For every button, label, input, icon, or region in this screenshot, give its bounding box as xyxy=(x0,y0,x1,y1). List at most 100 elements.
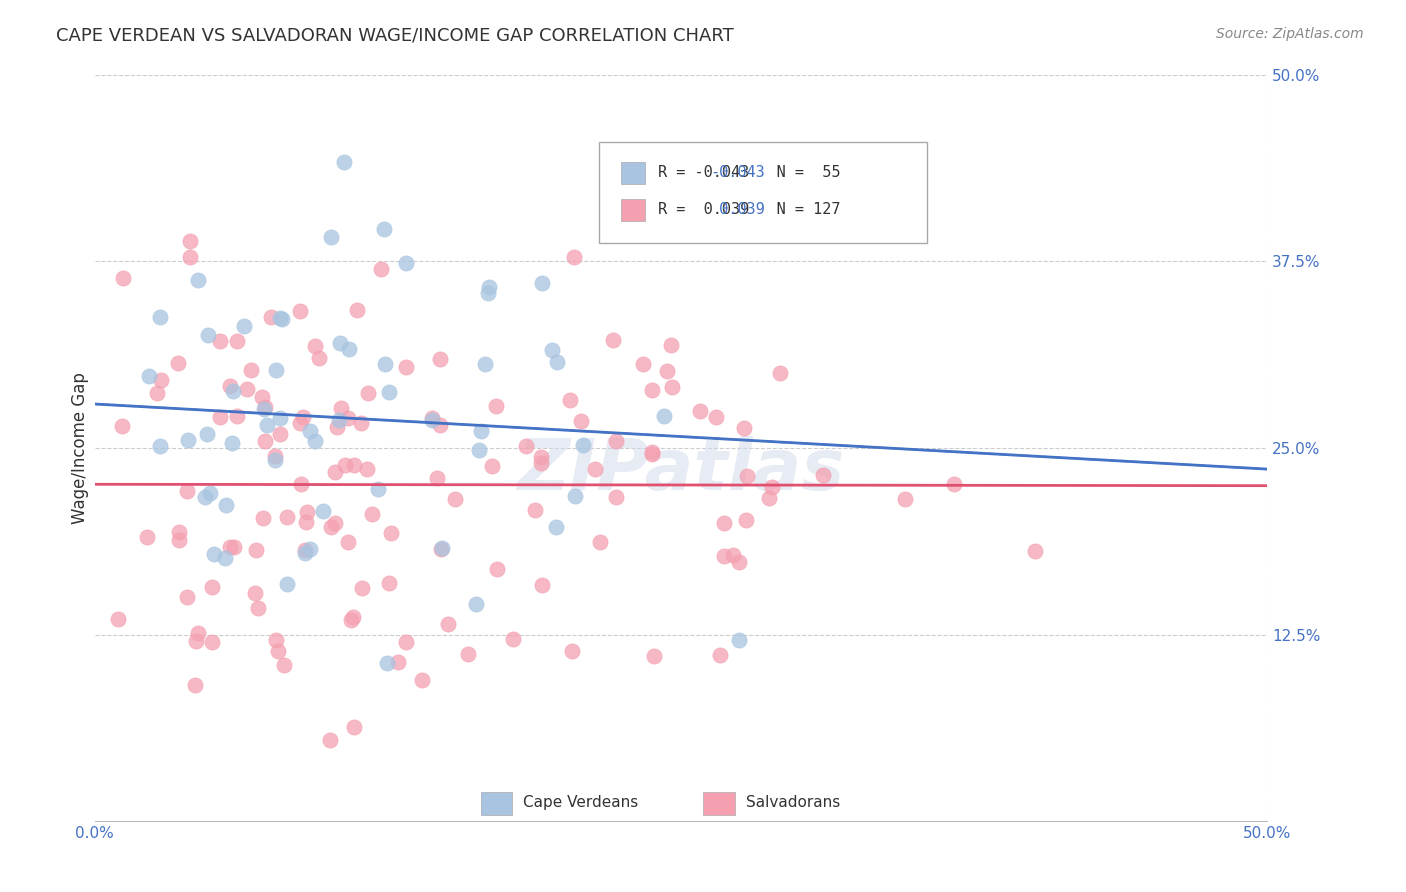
Salvadorans xyxy=(706,409,728,424)
Cape Verdeans xyxy=(541,343,564,358)
Salvadorans xyxy=(319,732,342,747)
Cape Verdeans xyxy=(395,256,418,270)
Salvadorans xyxy=(176,590,198,604)
Salvadorans xyxy=(734,513,756,527)
Salvadorans xyxy=(605,434,627,448)
Salvadorans xyxy=(387,655,409,669)
Cape Verdeans xyxy=(420,413,443,427)
Salvadorans xyxy=(246,600,269,615)
Cape Verdeans xyxy=(337,342,360,356)
Salvadorans xyxy=(758,491,780,505)
Salvadorans xyxy=(335,458,357,473)
Salvadorans xyxy=(294,542,316,557)
Salvadorans xyxy=(135,530,157,544)
Salvadorans xyxy=(429,418,451,433)
Cape Verdeans xyxy=(214,551,236,566)
Salvadorans xyxy=(319,520,342,534)
Salvadorans xyxy=(689,404,711,418)
Cape Verdeans xyxy=(571,437,593,451)
Cape Verdeans xyxy=(177,433,200,447)
Salvadorans xyxy=(167,356,190,370)
Cape Verdeans xyxy=(470,424,492,438)
Salvadorans xyxy=(583,462,606,476)
Salvadorans xyxy=(602,333,624,347)
Salvadorans xyxy=(225,334,247,349)
Cape Verdeans xyxy=(253,401,276,416)
Salvadorans xyxy=(768,366,790,380)
Cape Verdeans xyxy=(467,443,489,458)
FancyBboxPatch shape xyxy=(621,199,645,221)
Salvadorans xyxy=(263,449,285,463)
Salvadorans xyxy=(737,469,759,483)
Salvadorans xyxy=(179,234,201,248)
Cape Verdeans xyxy=(478,280,501,294)
Salvadorans xyxy=(337,535,360,549)
Cape Verdeans xyxy=(430,541,453,555)
Salvadorans xyxy=(641,383,664,397)
Salvadorans xyxy=(273,658,295,673)
Text: 0.039: 0.039 xyxy=(710,202,765,218)
Salvadorans xyxy=(243,586,266,600)
Salvadorans xyxy=(111,419,134,434)
Salvadorans xyxy=(378,576,401,591)
Salvadorans xyxy=(426,471,449,485)
Y-axis label: Wage/Income Gap: Wage/Income Gap xyxy=(72,372,89,524)
Cape Verdeans xyxy=(464,597,486,611)
Salvadorans xyxy=(380,525,402,540)
Salvadorans xyxy=(179,251,201,265)
Salvadorans xyxy=(225,409,247,423)
Salvadorans xyxy=(721,548,744,562)
FancyBboxPatch shape xyxy=(599,142,928,243)
Salvadorans xyxy=(524,503,547,517)
Salvadorans xyxy=(361,507,384,521)
Salvadorans xyxy=(184,634,207,648)
Cape Verdeans xyxy=(269,411,291,425)
Salvadorans xyxy=(485,562,508,576)
Salvadorans xyxy=(150,373,173,387)
Salvadorans xyxy=(187,625,209,640)
Salvadorans xyxy=(420,410,443,425)
Text: Source: ZipAtlas.com: Source: ZipAtlas.com xyxy=(1216,27,1364,41)
Cape Verdeans xyxy=(378,384,401,399)
Salvadorans xyxy=(253,434,276,448)
Cape Verdeans xyxy=(187,273,209,287)
Cape Verdeans xyxy=(256,418,278,433)
Salvadorans xyxy=(659,337,682,351)
Salvadorans xyxy=(356,386,378,401)
Cape Verdeans xyxy=(271,312,294,326)
Salvadorans xyxy=(254,400,277,414)
Cape Verdeans xyxy=(311,504,333,518)
Salvadorans xyxy=(308,351,330,365)
Salvadorans xyxy=(260,310,283,324)
Salvadorans xyxy=(733,421,755,435)
Salvadorans xyxy=(294,515,316,529)
Salvadorans xyxy=(267,644,290,658)
Cape Verdeans xyxy=(564,489,586,503)
Salvadorans xyxy=(323,516,346,531)
Salvadorans xyxy=(643,649,665,664)
Cape Verdeans xyxy=(198,485,221,500)
Salvadorans xyxy=(429,541,451,556)
Salvadorans xyxy=(336,411,359,425)
Cape Verdeans xyxy=(264,363,287,377)
Salvadorans xyxy=(655,364,678,378)
Salvadorans xyxy=(411,673,433,687)
Salvadorans xyxy=(485,399,508,413)
Salvadorans xyxy=(346,302,368,317)
Salvadorans xyxy=(330,401,353,416)
Salvadorans xyxy=(288,416,311,430)
Salvadorans xyxy=(631,357,654,371)
Text: Salvadorans: Salvadorans xyxy=(745,796,839,810)
Salvadorans xyxy=(112,270,135,285)
Salvadorans xyxy=(235,382,257,396)
Salvadorans xyxy=(326,420,349,434)
Salvadorans xyxy=(250,390,273,404)
Salvadorans xyxy=(515,439,537,453)
Cape Verdeans xyxy=(138,368,160,383)
Salvadorans xyxy=(530,456,553,470)
Cape Verdeans xyxy=(232,319,254,334)
Cape Verdeans xyxy=(375,656,398,670)
Salvadorans xyxy=(709,648,731,662)
Salvadorans xyxy=(288,304,311,318)
Cape Verdeans xyxy=(264,453,287,467)
